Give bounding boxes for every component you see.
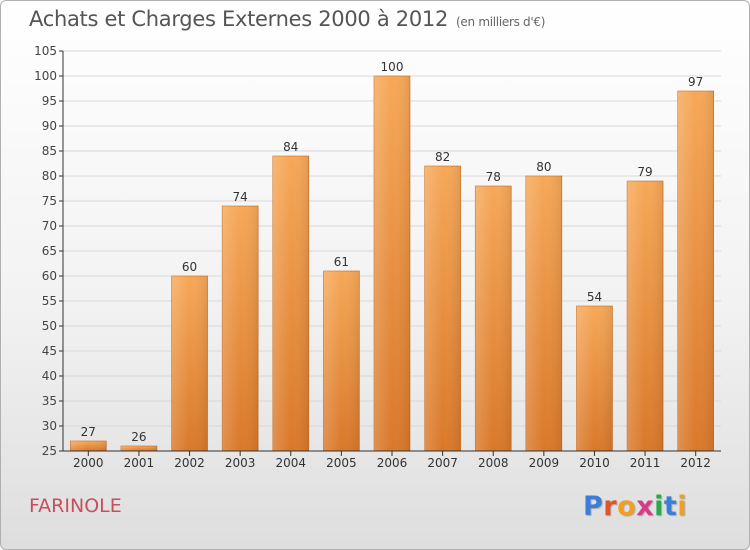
bar-shine bbox=[525, 176, 562, 451]
chart-title: Achats et Charges Externes 2000 à 2012 (e… bbox=[29, 7, 545, 31]
bar-value-label: 97 bbox=[688, 75, 703, 89]
x-tick-label: 2008 bbox=[478, 456, 509, 470]
x-tick-label: 2007 bbox=[427, 456, 458, 470]
bar-shine bbox=[374, 76, 410, 451]
y-tick-label: 70 bbox=[42, 219, 57, 233]
y-tick-label: 95 bbox=[42, 94, 57, 108]
proxiti-logo: Proxiti bbox=[583, 491, 687, 522]
bar-shine bbox=[323, 271, 360, 451]
logo-letter: x bbox=[636, 491, 655, 522]
bar-value-label: 60 bbox=[182, 260, 197, 274]
commune-name: FARINOLE bbox=[29, 495, 122, 517]
x-tick-label: 2000 bbox=[73, 456, 104, 470]
x-tick-label: 2012 bbox=[680, 456, 711, 470]
logo-letter: i bbox=[677, 491, 688, 522]
y-tick-label: 85 bbox=[42, 144, 57, 158]
bar-value-label: 100 bbox=[381, 60, 404, 74]
logo-letter: i bbox=[654, 491, 664, 522]
y-tick-label: 30 bbox=[42, 419, 57, 433]
x-tick-label: 2011 bbox=[630, 456, 661, 470]
y-tick-label: 60 bbox=[42, 269, 57, 283]
y-tick-label: 25 bbox=[42, 444, 57, 458]
x-tick-label: 2003 bbox=[225, 456, 256, 470]
bar-shine bbox=[576, 306, 613, 451]
bar-shine bbox=[222, 206, 259, 451]
x-tick-label: 2010 bbox=[579, 456, 610, 470]
y-tick-label: 90 bbox=[42, 119, 57, 133]
y-tick-label: 50 bbox=[42, 319, 57, 333]
bar-shine bbox=[627, 181, 664, 451]
bar-value-label: 78 bbox=[486, 170, 501, 184]
x-tick-label: 2001 bbox=[124, 456, 155, 470]
bar-value-label: 84 bbox=[283, 140, 298, 154]
bar-shine bbox=[677, 91, 714, 451]
logo-letter: t bbox=[663, 491, 678, 522]
bar-value-label: 54 bbox=[587, 290, 602, 304]
bar-value-label: 27 bbox=[81, 425, 96, 439]
logo-letter: o bbox=[617, 491, 637, 522]
bar-value-label: 61 bbox=[334, 255, 349, 269]
bar-shine bbox=[120, 446, 157, 451]
bar-value-label: 26 bbox=[131, 430, 146, 444]
bars: 27 26 60 74 84 61 100 82 78 80 54 79 97 bbox=[70, 60, 714, 452]
x-tick-label: 2006 bbox=[377, 456, 408, 470]
chart-title-text: Achats et Charges Externes 2000 à 2012 bbox=[29, 7, 449, 31]
x-tick-label: 2009 bbox=[529, 456, 560, 470]
x-tick-label: 2005 bbox=[326, 456, 357, 470]
y-tick-label: 105 bbox=[34, 44, 57, 58]
bar-shine bbox=[424, 166, 461, 451]
bar-shine bbox=[171, 276, 208, 451]
logo-letter: r bbox=[603, 491, 618, 522]
y-tick-label: 35 bbox=[42, 394, 57, 408]
bar-value-label: 74 bbox=[233, 190, 248, 204]
bar-shine bbox=[70, 441, 107, 451]
logo-letter: P bbox=[583, 491, 604, 522]
y-tick-label: 65 bbox=[42, 244, 57, 258]
chart-unit: (en milliers d'€) bbox=[456, 15, 546, 29]
y-tick-label: 100 bbox=[34, 69, 57, 83]
y-tick-label: 80 bbox=[42, 169, 57, 183]
x-tick-label: 2004 bbox=[275, 456, 306, 470]
y-tick-label: 45 bbox=[42, 344, 57, 358]
y-tick-label: 55 bbox=[42, 294, 57, 308]
bar-value-label: 79 bbox=[637, 165, 652, 179]
y-tick-label: 40 bbox=[42, 369, 57, 383]
bar-shine bbox=[272, 156, 309, 451]
y-tick-label: 75 bbox=[42, 194, 57, 208]
axes: 25 30 35 40 45 50 55 60 65 70 75 80 85 90 95 100 105 2000… bbox=[34, 44, 721, 470]
bar-value-label: 82 bbox=[435, 150, 450, 164]
bar-shine bbox=[475, 186, 512, 451]
bar-value-label: 80 bbox=[536, 160, 551, 174]
x-tick-label: 2002 bbox=[174, 456, 205, 470]
